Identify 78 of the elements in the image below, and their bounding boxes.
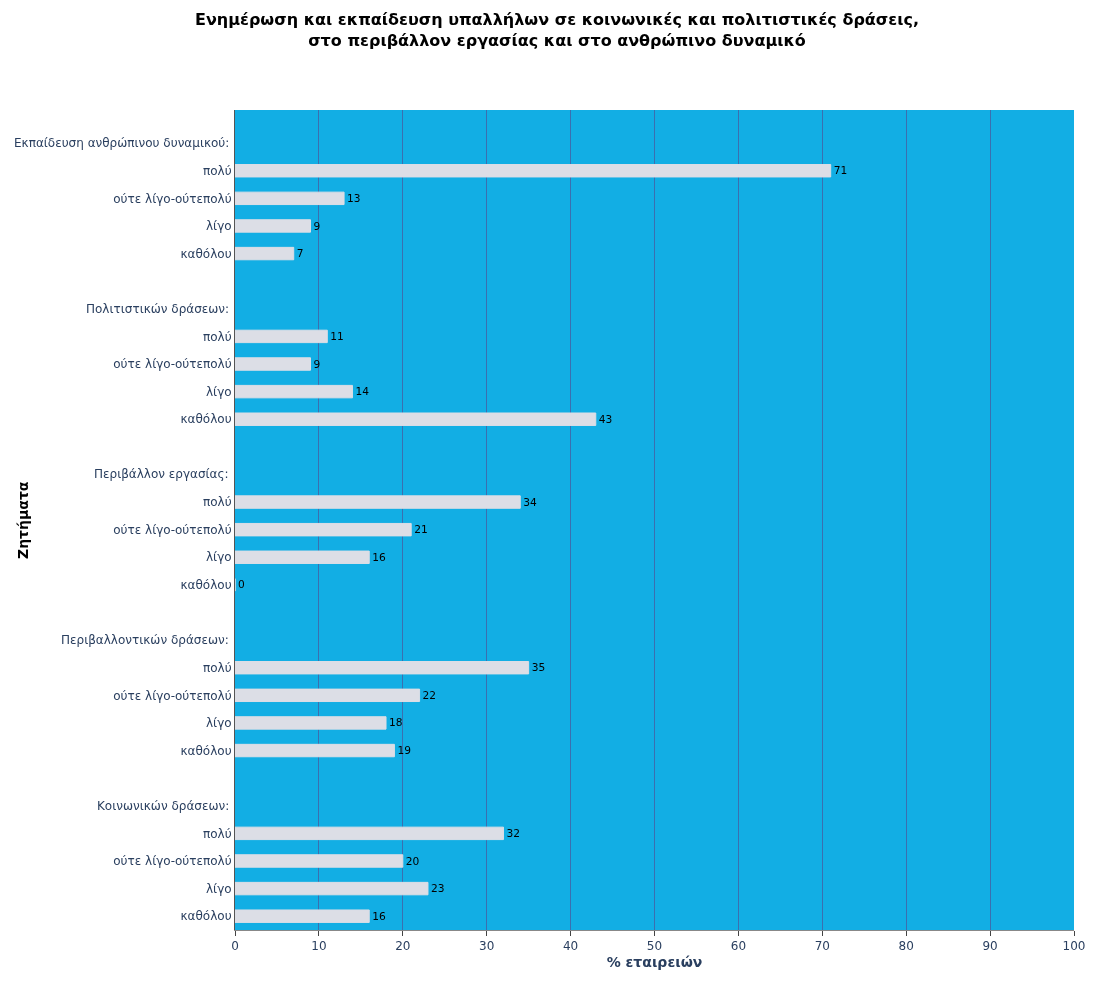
y-tick-label: πολύ (202, 660, 232, 675)
bar (235, 329, 328, 344)
y-tick-label: λίγο (205, 384, 232, 399)
x-tick-label: 20 (395, 939, 411, 954)
y-tick-label: ούτε λίγο-ούτεπολύ (113, 357, 232, 372)
data-label: 21 (414, 523, 428, 537)
y-tick-label: πολύ (202, 495, 232, 510)
data-label: 34 (523, 495, 538, 509)
bar (235, 357, 312, 371)
data-label: 35 (531, 661, 546, 675)
data-label: 23 (430, 882, 445, 896)
bar (235, 219, 312, 233)
data-label: 16 (372, 909, 387, 923)
x-tick-label: 50 (646, 939, 663, 954)
bar (235, 688, 421, 703)
data-label: 32 (506, 826, 521, 840)
text: Περιβάλλον εργασίας: (94, 467, 229, 481)
bar (235, 854, 404, 868)
y-tick-label: ούτε λίγο-ούτεπολύ (113, 191, 232, 206)
bar (235, 164, 832, 178)
text: Πολιτιστικών δράσεων: (86, 302, 230, 316)
y-tick-label: πολύ (202, 329, 232, 344)
y-tick-label: καθόλου (180, 246, 232, 261)
data-label: 11 (330, 329, 344, 343)
data-label: 19 (397, 744, 412, 758)
data-label: 9 (313, 357, 321, 371)
y-tick-label: ούτε λίγο-ούτεπολύ (113, 854, 232, 869)
data-label: 0 (238, 578, 246, 592)
data-label: 14 (355, 385, 370, 399)
data-label: 71 (833, 164, 848, 178)
y-tick-label: λίγο (205, 219, 232, 234)
text: Εκπαίδευση ανθρώπινου δυναμικού: (14, 136, 230, 150)
y-tick-label: καθόλου (180, 909, 232, 924)
bar (235, 909, 370, 923)
y-tick-label: καθόλου (180, 412, 232, 427)
bar (235, 412, 597, 426)
x-tick-label: 70 (814, 939, 830, 954)
chart-title: Ενημέρωση και εκπαίδευση υπαλλήλων σε κοινωνικές και πολιτιστικές δράσεις, στο περιβάλλον εργασίας και στο ανθρώπινο δυναμικό (195, 9, 919, 50)
x-tick-label: 10 (311, 939, 327, 954)
bar (235, 881, 429, 896)
y-tick-label: λίγο (205, 550, 232, 565)
bar (235, 550, 370, 564)
x-tick-label: 40 (562, 939, 579, 954)
bar (235, 716, 387, 730)
bar (235, 522, 412, 537)
y-tick-label: λίγο (205, 881, 232, 896)
data-label: 18 (389, 716, 403, 730)
y-tick-label: ούτε λίγο-ούτεπολύ (113, 522, 232, 537)
bar (235, 191, 345, 206)
x-tick-label: 90 (982, 939, 998, 954)
y-tick-label: λίγο (205, 716, 232, 731)
text: Ζητήματα (15, 481, 31, 559)
y-tick-label: καθόλου (180, 743, 232, 758)
data-label: 43 (598, 412, 613, 426)
text: Κοινωνικών δράσεων: (97, 799, 230, 813)
bar (235, 246, 295, 261)
x-axis-title: % εταιρειών (606, 953, 703, 970)
y-tick-label: καθόλου (180, 578, 232, 593)
data-label: 22 (422, 688, 437, 702)
y-tick-label: ούτε λίγο-ούτεπολύ (113, 688, 232, 703)
x-tick-label: 100 (1062, 939, 1086, 954)
x-tick-label: 30 (479, 939, 495, 954)
bar (235, 384, 353, 399)
x-tick-label: 60 (730, 939, 747, 954)
bar (235, 743, 395, 758)
x-tick-label: 80 (898, 939, 914, 954)
x-tick-label: 0 (231, 939, 239, 954)
data-label: 9 (313, 219, 321, 233)
bar (235, 495, 521, 509)
data-label: 13 (347, 191, 361, 205)
y-tick-label: πολύ (202, 826, 232, 841)
text: Περιβαλλοντικών δράσεων: (61, 633, 229, 647)
bar (235, 826, 504, 841)
data-label: 20 (405, 854, 420, 868)
y-tick-label: πολύ (202, 163, 232, 178)
bar (235, 661, 530, 675)
data-label: 16 (372, 550, 387, 564)
data-label: 7 (296, 247, 304, 261)
